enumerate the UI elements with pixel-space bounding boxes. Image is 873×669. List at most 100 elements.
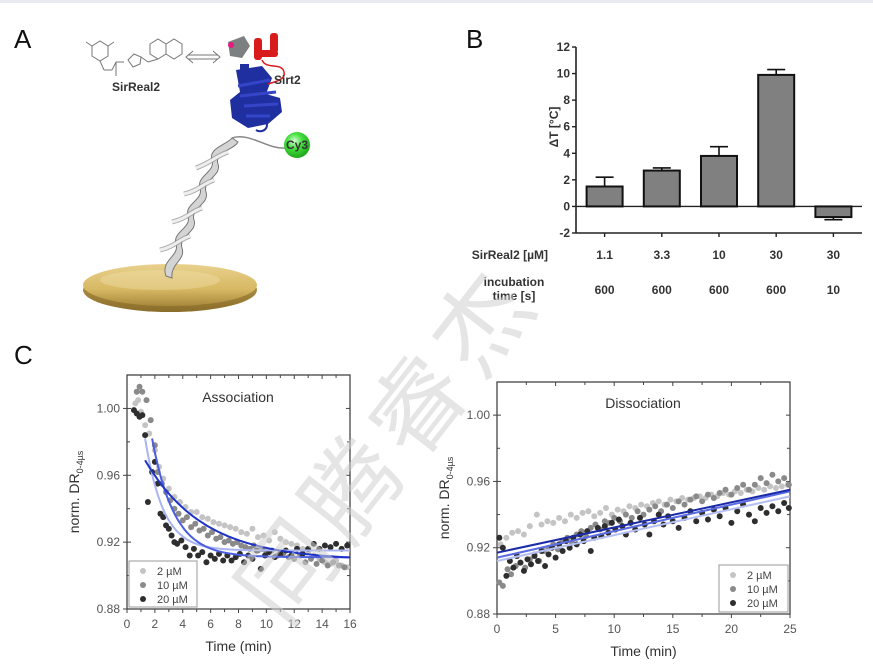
data-point xyxy=(144,499,151,506)
data-point xyxy=(313,560,320,567)
data-point xyxy=(179,517,186,524)
bar xyxy=(757,73,796,208)
data-point xyxy=(193,509,200,516)
category-sirreal2-value: 3.3 xyxy=(653,248,670,262)
legend-label: 10 µM xyxy=(747,584,778,596)
data-point xyxy=(341,564,348,571)
data-point xyxy=(602,504,609,511)
data-point xyxy=(693,518,700,525)
x-tick-label: 10 xyxy=(608,622,622,636)
data-point xyxy=(638,501,645,508)
data-point xyxy=(681,501,688,508)
y-tick-label: 6 xyxy=(563,120,570,134)
data-point xyxy=(204,532,211,539)
data-point xyxy=(628,514,635,521)
data-point xyxy=(781,475,788,482)
x-tick-label: 0 xyxy=(124,617,131,631)
data-point xyxy=(135,397,142,404)
data-point xyxy=(769,471,776,478)
data-point xyxy=(614,506,621,513)
data-point xyxy=(785,504,792,511)
data-point xyxy=(538,521,545,528)
panel-b-bars xyxy=(585,68,853,221)
data-point xyxy=(186,552,193,559)
panel-b-category-rows: 1.1 600 3.3 600 10 600 30 600 30 10 SirReal2 [µM] i… xyxy=(472,248,841,303)
data-point xyxy=(271,529,278,536)
data-point xyxy=(217,534,224,541)
data-point xyxy=(520,567,527,574)
y-axis-label: norm. DR0-4µs xyxy=(436,456,455,539)
data-point xyxy=(321,542,328,549)
data-point xyxy=(745,511,752,518)
data-point xyxy=(327,544,334,551)
data-point xyxy=(675,524,682,531)
y-tick-label: 1.00 xyxy=(467,408,491,422)
data-point xyxy=(587,548,594,555)
legend-marker xyxy=(140,582,146,588)
data-point xyxy=(266,537,273,544)
data-point xyxy=(561,518,568,525)
sirt2-label: Sirt2 xyxy=(274,73,301,87)
data-point xyxy=(687,496,694,503)
data-point xyxy=(608,519,615,526)
data-point xyxy=(601,518,608,525)
data-point xyxy=(503,534,510,541)
legend: 2 µM 10 µM 20 µM xyxy=(718,564,789,613)
x-tick-label: 0 xyxy=(494,622,501,636)
fit-curve xyxy=(144,438,350,552)
data-point xyxy=(143,397,150,404)
data-point xyxy=(704,516,711,523)
x-tick-label: 14 xyxy=(315,617,329,631)
y-axis-label: norm. DR0-4µs xyxy=(66,450,85,533)
data-point xyxy=(147,417,154,424)
data-point xyxy=(277,550,284,557)
row-label-sirreal2: SirReal2 [µM] xyxy=(472,248,548,262)
data-point xyxy=(277,535,284,542)
data-point xyxy=(535,557,542,564)
x-tick-label: 12 xyxy=(288,617,302,631)
data-point xyxy=(634,508,641,515)
data-point xyxy=(667,496,674,503)
panel-c-association-chart: 0.88 0.92 0.96 1.00 0 2 4 6 8 10 12 14 16 Time (min) n… xyxy=(66,374,357,654)
data-point xyxy=(344,542,351,549)
data-point xyxy=(527,561,534,568)
y-axis-label-subscript: 0-4µs xyxy=(445,456,455,479)
data-point xyxy=(524,556,531,563)
x-tick-label: 6 xyxy=(207,617,214,631)
data-point xyxy=(288,540,295,547)
data-point xyxy=(751,518,758,525)
y-tick-label: 0.96 xyxy=(467,474,491,488)
data-point xyxy=(517,559,524,566)
category-incubation-value: 600 xyxy=(595,283,615,297)
binding-arrow-icon xyxy=(185,50,221,64)
data-point xyxy=(594,524,601,531)
x-tick-label: 10 xyxy=(260,617,274,631)
data-point xyxy=(142,422,149,429)
data-point xyxy=(220,557,227,564)
x-tick-label: 8 xyxy=(235,617,242,631)
data-point xyxy=(319,557,326,564)
fit-curve xyxy=(496,495,791,562)
data-point xyxy=(550,519,557,526)
data-point xyxy=(168,532,175,539)
data-point xyxy=(324,562,331,569)
y-tick-label: 4 xyxy=(563,146,570,160)
data-point xyxy=(591,513,598,520)
fit-curves xyxy=(496,488,791,562)
data-point xyxy=(646,531,653,538)
data-point xyxy=(772,485,779,492)
data-point xyxy=(136,383,143,390)
fit-curve xyxy=(144,459,351,559)
data-point xyxy=(646,506,653,513)
x-tick-label: 2 xyxy=(152,617,159,631)
data-point xyxy=(195,552,202,559)
data-point xyxy=(238,529,245,536)
data-point xyxy=(142,432,149,439)
data-point xyxy=(716,513,723,520)
panel-label-b: B xyxy=(466,24,484,54)
data-point xyxy=(221,522,228,529)
data-point xyxy=(249,525,256,532)
x-axis-label: Time (min) xyxy=(610,643,676,659)
y-tick-label: 0.92 xyxy=(97,535,121,549)
y-tick-label: 1.00 xyxy=(97,401,121,415)
